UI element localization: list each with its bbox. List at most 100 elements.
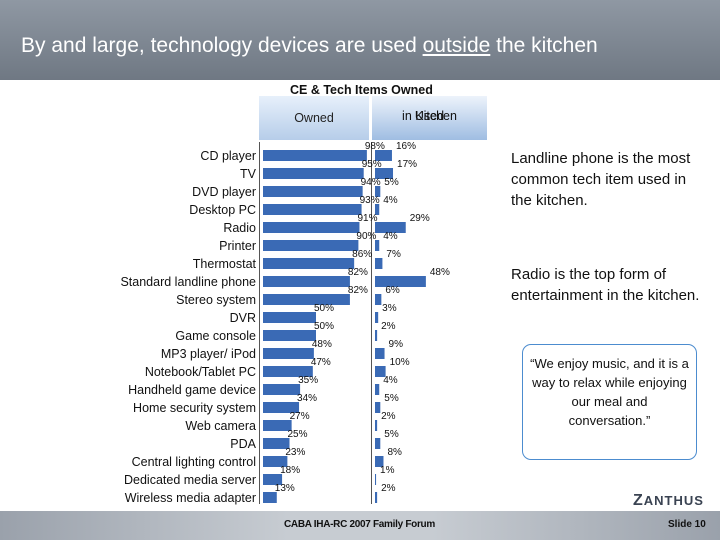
kitchen-bar bbox=[375, 258, 383, 269]
kitchen-bar bbox=[375, 312, 379, 323]
quote-text: “We enjoy music, and it is a way to rela… bbox=[530, 356, 689, 428]
kitchen-bar bbox=[375, 186, 381, 197]
owned-value-label: 50% bbox=[314, 303, 334, 314]
owned-bar bbox=[263, 222, 360, 233]
owned-bar bbox=[263, 240, 359, 251]
category-label: Handheld game device bbox=[128, 383, 256, 397]
category-label: Dedicated media server bbox=[124, 473, 256, 487]
kitchen-value-label: 48% bbox=[430, 267, 450, 278]
owned-value-label: 91% bbox=[357, 213, 377, 224]
kitchen-bar bbox=[375, 456, 384, 467]
category-label: Desktop PC bbox=[189, 203, 256, 217]
kitchen-bar bbox=[375, 150, 392, 161]
category-label: Radio bbox=[223, 221, 256, 235]
owned-value-label: 23% bbox=[285, 447, 305, 458]
kitchen-bar bbox=[375, 240, 380, 251]
zanthus-logo: ZANTHUS bbox=[633, 492, 704, 509]
kitchen-value-label: 29% bbox=[410, 213, 430, 224]
owned-column-header: Owned bbox=[259, 96, 369, 140]
kitchen-value-label: 6% bbox=[385, 285, 400, 296]
slide-header: By and large, technology devices are use… bbox=[0, 0, 720, 80]
kitchen-bar bbox=[375, 168, 394, 179]
owned-bar bbox=[263, 474, 283, 485]
owned-value-label: 90% bbox=[356, 231, 376, 242]
kitchen-bar bbox=[375, 348, 385, 359]
kitchen-bar bbox=[375, 366, 386, 377]
owned-bar bbox=[263, 420, 292, 431]
owned-bar bbox=[263, 258, 355, 269]
kitchen-bar bbox=[375, 492, 378, 503]
kitchen-value-label: 4% bbox=[383, 195, 398, 206]
owned-bar bbox=[263, 366, 313, 377]
kitchen-bar bbox=[375, 438, 381, 449]
kitchen-bar bbox=[375, 420, 378, 431]
callout-landline: Landline phone is the most common tech i… bbox=[511, 150, 691, 209]
owned-bar bbox=[263, 186, 363, 197]
owned-value-label: 25% bbox=[288, 429, 308, 440]
category-label: Printer bbox=[219, 239, 256, 253]
kitchen-value-label: 5% bbox=[384, 177, 399, 188]
kitchen-value-label: 2% bbox=[381, 483, 396, 494]
owned-value-label: 48% bbox=[312, 339, 332, 350]
kitchen-value-label: 3% bbox=[382, 303, 397, 314]
owned-bar bbox=[263, 384, 301, 395]
callout-radio: Radio is the top form of entertainment i… bbox=[511, 266, 700, 304]
category-label: Web camera bbox=[185, 419, 256, 433]
owned-bar bbox=[263, 312, 316, 323]
kitchen-bar bbox=[375, 474, 377, 485]
owned-bar bbox=[263, 294, 350, 305]
owned-bar bbox=[263, 492, 277, 503]
footer-event: CABA IHA-RC 2007 Family Forum bbox=[284, 519, 435, 530]
category-label: CD player bbox=[200, 149, 256, 163]
kitchen-value-label: 16% bbox=[396, 141, 416, 152]
owned-bar bbox=[263, 276, 350, 287]
kitchen-value-label: 9% bbox=[389, 339, 404, 350]
slide-title: By and large, technology devices are use… bbox=[21, 34, 598, 57]
owned-value-label: 95% bbox=[362, 159, 382, 170]
owned-value-label: 47% bbox=[311, 357, 331, 368]
category-label: PDA bbox=[230, 437, 256, 451]
kitchen-bar bbox=[375, 294, 382, 305]
kitchen-bar bbox=[375, 384, 380, 395]
title-emphasis: outside bbox=[422, 34, 491, 57]
owned-bar bbox=[263, 438, 290, 449]
category-label: Stereo system bbox=[176, 293, 256, 307]
chart-title: CE & Tech Items Owned bbox=[290, 83, 433, 97]
owned-value-label: 82% bbox=[348, 285, 368, 296]
slide-footer: CABA IHA-RC 2007 Family Forum Slide 10 bbox=[0, 511, 720, 540]
owned-value-label: 13% bbox=[275, 483, 295, 494]
category-label: TV bbox=[240, 167, 257, 181]
category-label: Thermostat bbox=[193, 257, 257, 271]
kitchen-value-label: 4% bbox=[383, 231, 398, 242]
owned-value-label: 94% bbox=[361, 177, 381, 188]
category-label: Notebook/Tablet PC bbox=[145, 365, 256, 379]
kitchen-value-label: 5% bbox=[384, 429, 399, 440]
kitchen-value-label: 5% bbox=[384, 393, 399, 404]
category-label: DVD player bbox=[192, 185, 256, 199]
category-label: Standard landline phone bbox=[120, 275, 256, 289]
owned-bar bbox=[263, 330, 316, 341]
owned-bar bbox=[263, 402, 300, 413]
kitchen-bar bbox=[375, 330, 378, 341]
owned-value-label: 18% bbox=[280, 465, 300, 476]
category-label: MP3 player/ iPod bbox=[161, 347, 256, 361]
kitchen-column-header: Used in Kitchen bbox=[372, 96, 487, 140]
category-label: Game console bbox=[175, 329, 256, 343]
owned-value-label: 34% bbox=[297, 393, 317, 404]
owned-value-label: 98% bbox=[365, 141, 385, 152]
kitchen-bar bbox=[375, 402, 381, 413]
owned-bar bbox=[263, 348, 314, 359]
owned-value-label: 27% bbox=[290, 411, 310, 422]
category-label: DVR bbox=[230, 311, 256, 325]
footer-band bbox=[0, 511, 720, 540]
owned-bar bbox=[263, 168, 364, 179]
kitchen-value-label: 2% bbox=[381, 321, 396, 332]
kitchen-bar bbox=[375, 204, 380, 215]
kitchen-value-label: 4% bbox=[383, 375, 398, 386]
owned-bar bbox=[263, 456, 288, 467]
category-label: Wireless media adapter bbox=[125, 491, 256, 505]
owned-bar bbox=[263, 204, 362, 215]
kitchen-bar bbox=[375, 276, 426, 287]
category-label: Home security system bbox=[133, 401, 256, 415]
